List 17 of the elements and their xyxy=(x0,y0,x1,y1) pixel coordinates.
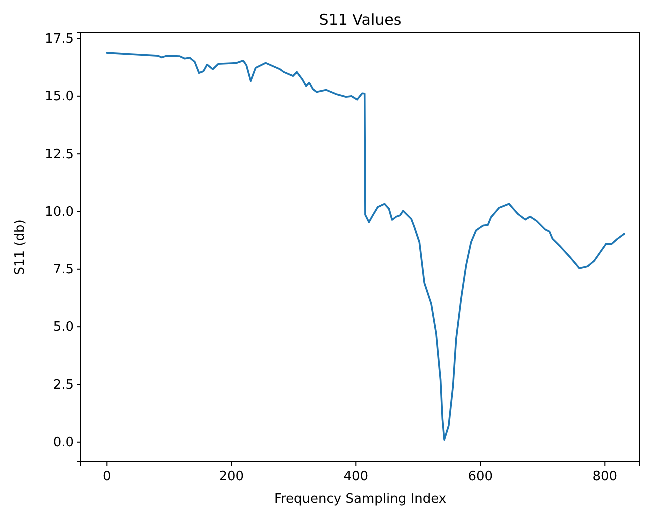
x-tick-label: 800 xyxy=(592,470,618,485)
y-tick-label: 2.5 xyxy=(53,378,74,393)
y-tick-label: 10.0 xyxy=(45,204,74,220)
x-axis-title: Frequency Sampling Index xyxy=(274,492,447,507)
chart-title: S11 Values xyxy=(319,11,402,29)
y-axis-title: S11 (db) xyxy=(13,220,28,276)
y-tick-label: 0.0 xyxy=(53,436,74,451)
x-tick-label: 0 xyxy=(103,470,112,485)
y-tick-label: 12.5 xyxy=(45,147,74,162)
x-tick-label: 600 xyxy=(468,470,494,485)
y-tick-label: 5.0 xyxy=(53,320,74,336)
x-tick-label: 200 xyxy=(219,470,244,485)
x-tick-label: 400 xyxy=(344,470,369,485)
y-tick-label: 17.5 xyxy=(45,32,74,47)
line-series xyxy=(106,52,626,441)
y-tick-label: 15.0 xyxy=(45,90,74,105)
y-tick-label: 7.5 xyxy=(53,262,74,278)
